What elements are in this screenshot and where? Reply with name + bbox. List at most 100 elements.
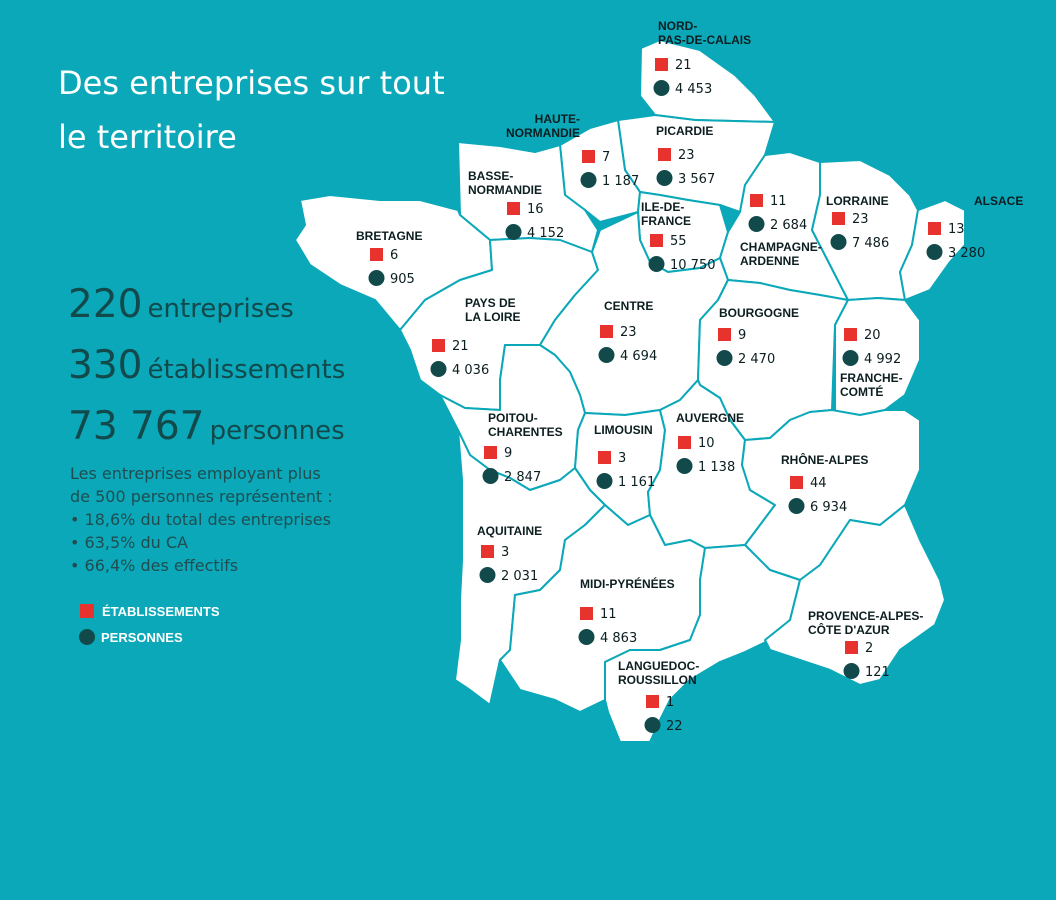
region-name: PROVENCE-ALPES- <box>808 609 923 623</box>
region-name: FRANCE <box>641 214 691 228</box>
people-marker <box>505 224 522 240</box>
people-count: 2 470 <box>738 352 775 367</box>
people-marker <box>716 350 733 366</box>
region-picardie: PICARDIE 23 3 567 <box>656 124 715 187</box>
region-shape-nord-pas-de-calais <box>639 39 776 123</box>
people-count: 2 031 <box>501 569 538 584</box>
establishments-marker <box>600 325 613 338</box>
region-name: RHÔNE-ALPES <box>781 452 868 467</box>
people-marker <box>598 347 615 363</box>
legend-label: PERSONNES <box>101 629 183 645</box>
establishments-count: 6 <box>390 248 398 263</box>
stat-label: personnes <box>209 416 345 446</box>
people-marker <box>788 498 805 514</box>
establishments-marker <box>678 436 691 449</box>
region-name: ROUSSILLON <box>618 673 697 687</box>
region-name: NORD- <box>658 19 697 33</box>
people-count: 4 453 <box>675 82 712 97</box>
establishments-count: 44 <box>810 476 827 491</box>
stat-label: entreprises <box>147 294 294 324</box>
people-marker <box>842 350 859 366</box>
region-name: NORMANDIE <box>506 126 580 140</box>
region-name: PICARDIE <box>656 124 713 138</box>
establishments-marker <box>655 58 668 71</box>
region-lorraine: LORRAINE 23 7 486 <box>826 194 889 251</box>
people-marker <box>748 216 765 232</box>
establishments-count: 3 <box>618 451 626 466</box>
region-auvergne: AUVERGNE 10 1 138 <box>676 411 744 475</box>
region-shape-franche-comte <box>834 297 921 416</box>
people-marker <box>656 170 673 186</box>
establishments-marker <box>646 695 659 708</box>
establishments-marker <box>718 328 731 341</box>
region-provence-alpes-cote-d-azur: PROVENCE-ALPES-CÔTE D'AZUR 2 121 <box>808 609 923 680</box>
people-count: 6 934 <box>810 500 847 515</box>
title-line-1: Des entreprises sur tout <box>58 64 445 102</box>
stat-people: 73 767 personnes <box>68 404 345 449</box>
people-marker <box>430 361 447 377</box>
establishments-marker <box>928 222 941 235</box>
region-name: CENTRE <box>604 299 653 313</box>
region-name: LA LOIRE <box>465 310 521 324</box>
note-line: de 500 personnes représentent : <box>70 487 333 506</box>
people-count: 121 <box>865 665 890 680</box>
people-marker <box>482 468 499 484</box>
map-legend: ÉTABLISSEMENTS PERSONNES <box>79 598 220 650</box>
people-marker <box>676 458 693 474</box>
region-name: NORMANDIE <box>468 183 542 197</box>
establishments-marker <box>845 641 858 654</box>
region-name: BRETAGNE <box>356 229 422 243</box>
region-name: MIDI-PYRÉNÉES <box>580 576 675 591</box>
stat-establishments: 330 établissements <box>68 343 345 388</box>
region-name: ALSACE <box>974 194 1023 208</box>
region-ile-de-france: ILE-DE-FRANCE 55 10 750 <box>641 200 716 273</box>
region-haute-normandie: HAUTE-NORMANDIE 7 1 187 <box>506 112 639 189</box>
region-name: AUVERGNE <box>676 411 744 425</box>
establishments-marker <box>582 150 595 163</box>
establishments-count: 10 <box>698 436 715 451</box>
people-count: 1 187 <box>602 174 639 189</box>
region-rhone-alpes: RHÔNE-ALPES 44 6 934 <box>781 452 868 515</box>
establishments-count: 11 <box>600 607 617 622</box>
establishments-count: 1 <box>666 695 674 710</box>
note-line: • 63,5% du CA <box>70 533 188 552</box>
region-name: LANGUEDOC- <box>618 659 699 673</box>
region-name: BASSE- <box>468 169 513 183</box>
region-limousin: LIMOUSIN 3 1 161 <box>594 423 655 490</box>
establishments-marker <box>750 194 763 207</box>
region-name: POITOU- <box>488 411 538 425</box>
region-languedoc-roussillon: LANGUEDOC-ROUSSILLON 1 22 <box>618 659 699 734</box>
region-name: LORRAINE <box>826 194 889 208</box>
region-centre: CENTRE 23 4 694 <box>598 299 657 364</box>
establishments-count: 11 <box>770 194 787 209</box>
establishments-marker <box>844 328 857 341</box>
people-marker <box>596 473 613 489</box>
region-name: PAYS DE <box>465 296 516 310</box>
people-marker <box>479 567 496 583</box>
establishments-marker <box>507 202 520 215</box>
stat-companies: 220 entreprises <box>68 282 294 327</box>
people-marker <box>644 717 661 733</box>
large-companies-note: Les entreprises employant plus de 500 pe… <box>70 462 370 577</box>
region-name: LIMOUSIN <box>594 423 653 437</box>
stat-number: 73 767 <box>68 404 205 449</box>
establishments-count: 13 <box>948 222 965 237</box>
establishments-count: 3 <box>501 545 509 560</box>
stat-number: 220 <box>68 282 143 327</box>
establishments-marker <box>481 545 494 558</box>
people-marker <box>578 629 595 645</box>
establishments-count: 21 <box>675 58 692 73</box>
region-shape-provence-alpes-cote-d-azur <box>764 504 946 686</box>
note-line: • 66,4% des effectifs <box>70 556 239 575</box>
legend-label: ÉTABLISSEMENTS <box>102 603 220 619</box>
region-bourgogne: BOURGOGNE 9 2 470 <box>716 306 799 367</box>
region-shapes <box>294 39 966 743</box>
people-marker <box>648 256 665 272</box>
region-aquitaine: AQUITAINE 3 2 031 <box>477 524 542 584</box>
people-count: 3 280 <box>948 246 985 261</box>
establishments-marker <box>370 248 383 261</box>
establishments-count: 21 <box>452 339 469 354</box>
establishments-count: 7 <box>602 150 610 165</box>
